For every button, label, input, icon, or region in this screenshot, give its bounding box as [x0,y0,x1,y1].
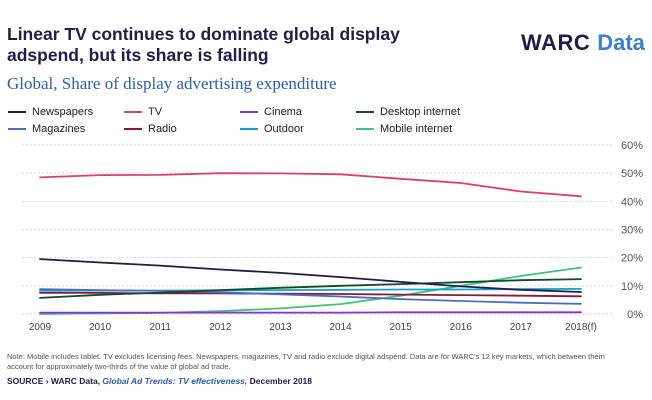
y-tick-label: 0% [627,309,643,321]
legend-swatch [240,128,258,130]
x-tick-label: 2016 [450,322,473,333]
x-tick-label: 2009 [29,322,52,333]
chart-note: Note: Mobile includes tablet. TV exclude… [7,352,605,371]
y-tick-label: 10% [621,281,643,293]
source-prefix: SOURCE › WARC Data, [7,376,103,386]
x-tick-label: 2013 [269,322,292,333]
legend-label: Mobile internet [380,123,453,135]
chart-source: SOURCE › WARC Data, Global Ad Trends: TV… [7,376,312,386]
legend-swatch [124,111,142,113]
series-line [39,172,582,198]
x-tick-label: 2012 [209,322,232,333]
legend-item: Radio [124,122,240,136]
legend-label: Cinema [264,106,302,118]
line-chart: 0% 10% 20% 30% 40% 50% 60% 2009 2010 2011 2012 2013… [22,140,643,333]
legend-item: Newspapers [8,105,124,119]
series-line [39,278,582,299]
legend-label: Newspapers [32,106,94,118]
source-date: December 2018 [247,376,313,386]
legend-label: Outdoor [264,123,304,135]
y-tick-label: 50% [621,168,643,180]
x-tick-label: 2018(f) [565,322,597,333]
legend-item: Desktop internet [356,105,506,119]
legend-label: TV [148,106,163,118]
legend-swatch [8,128,26,130]
warc-data-logo: WARC Data [521,30,645,56]
legend-item: Cinema [240,105,356,119]
legend-item: TV [124,105,240,119]
legend-label: Radio [148,123,177,135]
legend-swatch [240,111,258,113]
source-publication: Global Ad Trends: TV effectiveness, [102,376,248,386]
chart-title: Linear TV continues to dominate global d… [7,24,400,65]
x-tick-label: 2010 [89,322,112,333]
logo-warc-text: WARC [521,30,591,55]
x-tick-label: 2014 [329,322,352,333]
chart-subtitle: Global, Share of display advertising exp… [7,74,337,93]
legend-label: Magazines [32,123,86,135]
legend-swatch [356,128,374,130]
x-tick-label: 2011 [149,322,171,333]
legend-item: Outdoor [240,122,356,136]
chart-legend: Newspapers TV Cinema Desktop internet Magazi… [8,105,528,137]
y-tick-label: 30% [621,225,643,237]
legend-item: Magazines [8,122,124,136]
legend-item: Mobile internet [356,122,506,136]
y-tick-label: 20% [621,253,643,265]
series-line [39,258,582,293]
legend-swatch [356,111,374,113]
legend-swatch [8,111,26,113]
logo-data-text: Data [597,30,645,55]
legend-swatch [124,128,142,130]
y-tick-label: 40% [621,196,643,208]
legend-label: Desktop internet [380,106,461,118]
x-tick-label: 2017 [510,322,533,333]
x-tick-label: 2015 [390,322,413,333]
series-line [39,288,582,305]
y-tick-label: 60% [621,140,643,152]
